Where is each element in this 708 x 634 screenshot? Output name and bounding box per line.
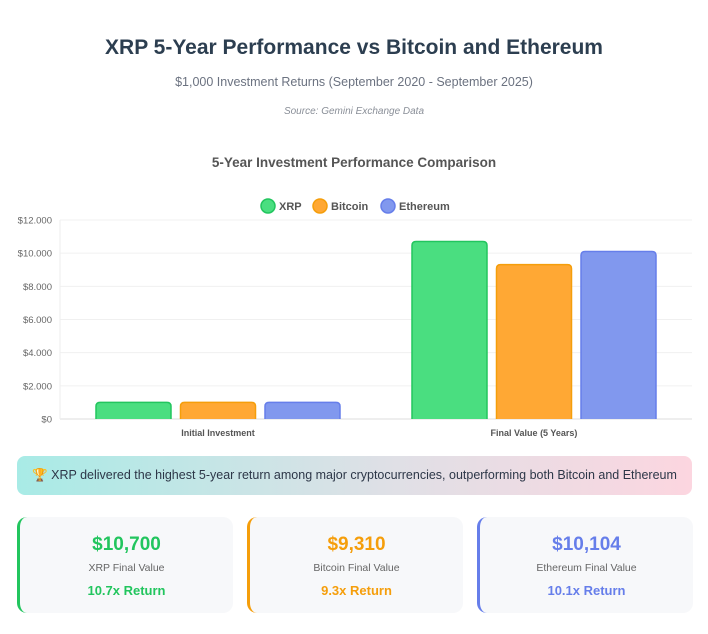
bitcoin-card: $9,310 Bitcoin Final Value 9.3x Return: [247, 517, 463, 613]
bar-xrp: [95, 401, 172, 419]
y-tick-label: $8.000: [23, 282, 52, 293]
bar-xrp: [411, 240, 488, 419]
legend-swatch-xrp: [260, 198, 276, 214]
card-label: Bitcoin Final Value: [313, 562, 400, 574]
page-title: XRP 5-Year Performance vs Bitcoin and Et…: [105, 36, 603, 59]
card-return: 9.3x Return: [321, 583, 392, 598]
ethereum-card: $10,104 Ethereum Final Value 10.1x Retur…: [477, 517, 693, 613]
card-value: $10,104: [552, 534, 621, 555]
x-tick-label: Initial Investment: [181, 428, 255, 438]
source-note: Source: Gemini Exchange Data: [283, 106, 425, 117]
bar-bitcoin: [179, 401, 257, 419]
page-subtitle: $1,000 Investment Returns (September 202…: [175, 75, 533, 89]
x-tick-label: Final Value (5 Years): [491, 428, 578, 438]
card-return: 10.7x Return: [87, 583, 166, 598]
y-tick-label: $12.000: [18, 216, 52, 227]
legend-label: XRP: [279, 201, 302, 213]
bar-chart: $0 $2.000 $4.000 $6.000 $8.000 $10.000 $12.000…: [18, 198, 692, 438]
highlight-banner: 🏆 XRP delivered the highest 5-year retur…: [17, 456, 692, 495]
xrp-card: $10,700 XRP Final Value 10.7x Return: [17, 517, 233, 613]
y-tick-label: $2.000: [23, 381, 52, 392]
card-label: XRP Final Value: [88, 562, 165, 574]
legend-swatch-bitcoin: [312, 198, 328, 214]
y-tick-label: $4.000: [23, 348, 52, 359]
bar-bitcoin: [495, 263, 573, 419]
bar-ethereum: [580, 250, 657, 419]
legend-swatch-ethereum: [380, 198, 396, 214]
legend-label: Bitcoin: [331, 201, 369, 213]
y-tick-label: $0: [41, 415, 52, 426]
banner-text: 🏆 XRP delivered the highest 5-year retur…: [32, 468, 677, 482]
card-label: Ethereum Final Value: [536, 562, 637, 574]
card-value: $10,700: [92, 534, 161, 555]
chart-title: 5-Year Investment Performance Comparison: [211, 155, 497, 170]
y-tick-label: $10.000: [18, 249, 52, 260]
card-value: $9,310: [327, 534, 386, 555]
card-return: 10.1x Return: [547, 583, 626, 598]
bar-ethereum: [264, 401, 341, 419]
legend-label: Ethereum: [399, 201, 450, 213]
y-tick-label: $6.000: [23, 315, 52, 326]
